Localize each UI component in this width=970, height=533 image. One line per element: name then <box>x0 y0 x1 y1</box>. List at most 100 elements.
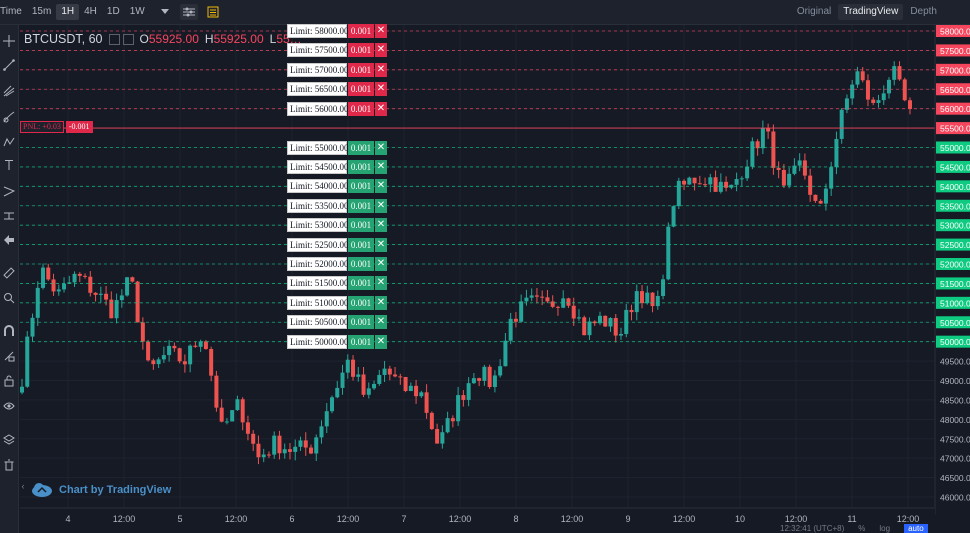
order-tag-buy[interactable]: Limit: 53000.00 0.001 ✕ <box>287 218 387 233</box>
order-qty[interactable]: 0.001 <box>348 257 374 271</box>
cancel-order-icon[interactable]: ✕ <box>375 82 387 97</box>
order-price-label[interactable]: Limit: 57000.00 <box>287 62 349 77</box>
cancel-order-icon[interactable]: ✕ <box>375 257 387 271</box>
cancel-order-icon[interactable]: ✕ <box>375 334 387 349</box>
cancel-order-icon[interactable]: ✕ <box>375 140 387 155</box>
order-tag-sell[interactable]: Limit: 56000.00 0.001 ✕ <box>287 101 387 116</box>
order-price-label[interactable]: Limit: 57500.00 <box>287 43 349 58</box>
interval-1h[interactable]: 1H <box>56 4 80 20</box>
interval-15m[interactable]: 15m <box>31 6 52 17</box>
tab-tradingview[interactable]: TradingView <box>838 4 904 20</box>
lock-icon[interactable] <box>1 373 17 389</box>
order-tag-sell[interactable]: Limit: 58000.00 0.001 ✕ <box>287 24 387 38</box>
order-tag-buy[interactable]: Limit: 54500.00 0.001 ✕ <box>287 159 387 174</box>
cancel-order-icon[interactable]: ✕ <box>375 101 387 116</box>
order-price-label[interactable]: Limit: 50000.00 <box>287 334 349 349</box>
cancel-order-icon[interactable]: ✕ <box>375 198 387 213</box>
order-qty[interactable]: 0.001 <box>348 140 374 155</box>
log-toggle[interactable]: log <box>879 524 891 533</box>
order-tag-sell[interactable]: Limit: 56500.00 0.001 ✕ <box>287 82 387 97</box>
order-qty[interactable]: 0.001 <box>348 82 374 97</box>
legend-settings-icon[interactable] <box>108 33 120 45</box>
order-price-label[interactable]: Limit: 56500.00 <box>287 82 349 97</box>
order-qty[interactable]: 0.001 <box>348 237 374 252</box>
cancel-order-icon[interactable]: ✕ <box>375 295 387 310</box>
text-icon[interactable] <box>1 157 17 173</box>
order-qty[interactable]: 0.001 <box>348 334 374 349</box>
order-qty[interactable]: 0.001 <box>348 159 374 174</box>
order-price-label[interactable]: Limit: 51000.00 <box>287 295 349 310</box>
cancel-order-icon[interactable]: ✕ <box>375 179 387 194</box>
interval-4h[interactable]: 4H <box>84 6 97 17</box>
cancel-order-icon[interactable]: ✕ <box>375 24 387 38</box>
order-tag-buy[interactable]: Limit: 50500.00 0.001 ✕ <box>287 315 387 330</box>
order-tag-buy[interactable]: Limit: 52000.00 0.001 ✕ <box>287 257 387 271</box>
filter-icon[interactable] <box>179 4 198 20</box>
tab-depth[interactable]: Depth <box>910 6 937 17</box>
collapse-toolbar-icon[interactable]: ‹ <box>21 481 25 491</box>
order-price-label[interactable]: Limit: 53000.00 <box>287 218 349 233</box>
order-price-label[interactable]: Limit: 55000.00 <box>287 140 349 155</box>
trash-icon[interactable] <box>1 457 17 473</box>
pitchfork-icon[interactable] <box>1 83 17 99</box>
order-tag-buy[interactable]: Limit: 50000.00 0.001 ✕ <box>287 334 387 349</box>
order-tag-buy[interactable]: Limit: 53500.00 0.001 ✕ <box>287 198 387 213</box>
magnet-icon[interactable] <box>1 323 17 339</box>
brush-icon[interactable] <box>1 109 17 125</box>
order-price-label[interactable]: Limit: 52000.00 <box>287 257 349 271</box>
order-price-label[interactable]: Limit: 53500.00 <box>287 198 349 213</box>
cancel-order-icon[interactable]: ✕ <box>375 276 387 291</box>
auto-toggle[interactable]: auto <box>904 524 928 533</box>
cancel-order-icon[interactable]: ✕ <box>375 159 387 174</box>
order-tag-buy[interactable]: Limit: 51500.00 0.001 ✕ <box>287 276 387 291</box>
order-price-label[interactable]: Limit: 50500.00 <box>287 315 349 330</box>
order-tag-buy[interactable]: Limit: 54000.00 0.001 ✕ <box>287 179 387 194</box>
position-pnl[interactable]: PNL: +0.03 -0.001 <box>20 121 93 133</box>
order-qty[interactable]: 0.001 <box>348 43 374 58</box>
tab-original[interactable]: Original <box>796 6 832 17</box>
interval-dropdown-icon[interactable] <box>156 4 174 20</box>
order-price-label[interactable]: Limit: 54500.00 <box>287 159 349 174</box>
back-arrow-icon[interactable] <box>1 232 17 248</box>
order-qty[interactable]: 0.001 <box>348 276 374 291</box>
cancel-order-icon[interactable]: ✕ <box>375 218 387 233</box>
cancel-order-icon[interactable]: ✕ <box>375 315 387 330</box>
order-price-label[interactable]: Limit: 54000.00 <box>287 179 349 194</box>
cancel-order-icon[interactable]: ✕ <box>375 62 387 77</box>
order-qty[interactable]: 0.001 <box>348 315 374 330</box>
order-qty[interactable]: 0.001 <box>348 62 374 77</box>
interval-1w[interactable]: 1W <box>129 6 145 17</box>
indicator-icon[interactable] <box>204 4 222 20</box>
eye-icon[interactable] <box>1 398 17 414</box>
order-qty[interactable]: 0.001 <box>348 179 374 194</box>
interval-1d[interactable]: 1D <box>106 6 120 17</box>
order-tag-buy[interactable]: Limit: 52500.00 0.001 ✕ <box>287 237 387 252</box>
order-qty[interactable]: 0.001 <box>348 24 374 38</box>
layers-icon[interactable] <box>1 432 17 448</box>
forecast-icon[interactable] <box>1 183 17 199</box>
crosshair-icon[interactable] <box>1 33 17 49</box>
cancel-order-icon[interactable]: ✕ <box>375 237 387 252</box>
zoom-icon[interactable] <box>1 290 17 306</box>
trend-line-icon[interactable] <box>1 57 17 73</box>
ruler-icon[interactable] <box>1 265 17 281</box>
order-price-label[interactable]: Limit: 51500.00 <box>287 276 349 291</box>
order-tag-sell[interactable]: Limit: 57000.00 0.001 ✕ <box>287 62 387 77</box>
order-price-label[interactable]: Limit: 52500.00 <box>287 237 349 252</box>
order-tag-buy[interactable]: Limit: 55000.00 0.001 ✕ <box>287 140 387 155</box>
order-qty[interactable]: 0.001 <box>348 198 374 213</box>
lock-drawing-icon[interactable] <box>1 348 17 364</box>
cancel-order-icon[interactable]: ✕ <box>375 43 387 58</box>
order-qty[interactable]: 0.001 <box>348 218 374 233</box>
percent-toggle[interactable]: % <box>858 524 866 533</box>
measure-icon[interactable] <box>1 208 17 224</box>
order-price-label[interactable]: Limit: 56000.00 <box>287 101 349 116</box>
time-label[interactable]: Time <box>0 6 22 17</box>
order-tag-buy[interactable]: Limit: 51000.00 0.001 ✕ <box>287 295 387 310</box>
tradingview-watermark[interactable]: Chart by TradingView <box>31 482 171 498</box>
order-qty[interactable]: 0.001 <box>348 101 374 116</box>
order-tag-sell[interactable]: Limit: 57500.00 0.001 ✕ <box>287 43 387 58</box>
order-qty[interactable]: 0.001 <box>348 295 374 310</box>
order-price-label[interactable]: Limit: 58000.00 <box>287 24 349 38</box>
